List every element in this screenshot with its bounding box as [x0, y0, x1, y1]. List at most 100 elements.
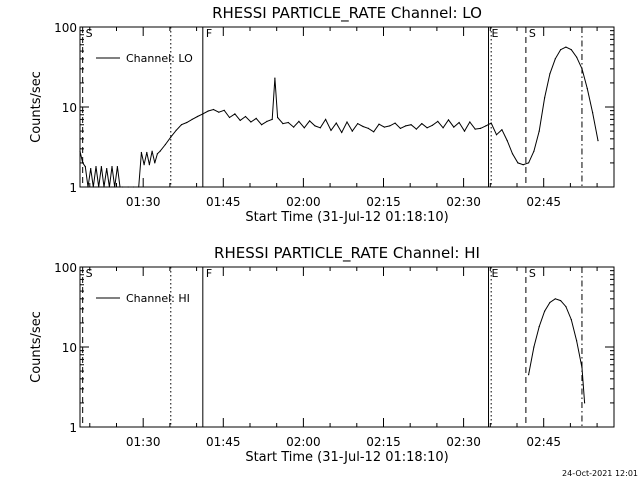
data-point [261, 124, 263, 126]
x-tick-label: 02:00 [286, 435, 321, 449]
data-point [170, 136, 172, 138]
data-point [357, 123, 359, 125]
data-point [223, 109, 225, 111]
data-point [581, 367, 583, 369]
data-point [116, 166, 118, 168]
data-point [143, 164, 145, 166]
data-point [319, 127, 321, 129]
data-point [560, 300, 562, 302]
data-point [314, 125, 316, 127]
data-point [586, 88, 588, 90]
data-series-line [528, 298, 586, 403]
data-point [442, 127, 444, 129]
data-point [271, 118, 273, 120]
data-point [228, 116, 231, 119]
data-point [108, 186, 110, 188]
data-point [405, 125, 407, 127]
data-point [239, 119, 241, 121]
data-point [196, 115, 199, 118]
data-point [325, 118, 327, 120]
data-point [266, 120, 268, 122]
data-point [570, 49, 572, 51]
data-point [164, 143, 166, 146]
y-axis-label: Counts/sec [29, 71, 44, 143]
data-point [346, 121, 348, 123]
data-point [90, 168, 92, 170]
x-tick-label: 01:30 [126, 435, 161, 449]
data-point [463, 130, 466, 132]
data-point [298, 120, 300, 122]
data-point [106, 168, 108, 170]
data-point [576, 340, 578, 342]
data-point [362, 125, 364, 128]
data-point [549, 301, 551, 304]
data-point [394, 122, 396, 124]
plot-frame [79, 26, 615, 188]
data-point [554, 298, 556, 300]
data-point [351, 130, 353, 132]
data-point [98, 186, 100, 188]
event-marker-label: F [206, 267, 212, 280]
data-point [148, 164, 150, 166]
event-marker-label: S [86, 267, 93, 280]
event-marker-label: S [529, 27, 536, 40]
data-point [111, 166, 113, 168]
data-point [570, 319, 572, 321]
data-point [212, 108, 215, 111]
data-series-line [79, 46, 599, 188]
data-point [415, 128, 417, 130]
x-tick-label: 01:45 [206, 195, 241, 209]
event-marker-label: S [529, 267, 536, 280]
data-point [156, 153, 158, 155]
data-point [597, 140, 599, 142]
data-point [506, 140, 508, 142]
chart-title: RHESSI PARTICLE_RATE Channel: HI [214, 244, 480, 263]
data-point [490, 122, 492, 124]
data-point [528, 374, 530, 376]
data-point [95, 166, 97, 168]
data-point [277, 116, 279, 119]
data-point [431, 124, 433, 126]
data-point [234, 113, 236, 115]
data-point [373, 131, 375, 133]
data-point [146, 151, 148, 154]
y-tick-label: 100 [54, 261, 77, 275]
data-point [367, 127, 369, 129]
data-point [303, 127, 305, 129]
data-point [565, 306, 567, 308]
data-point [132, 186, 134, 188]
y-tick-label: 1 [69, 181, 77, 195]
x-axis-label: Start Time (31-Jul-12 01:18:10) [245, 450, 448, 465]
data-point [544, 97, 546, 99]
x-tick-label: 01:30 [126, 195, 161, 209]
data-point [538, 130, 540, 132]
data-point [469, 121, 471, 123]
data-point [151, 150, 153, 152]
chart-panel-lo: RHESSI PARTICLE_RATE Channel: LO 1 10 100 01… [29, 4, 615, 225]
data-point [458, 121, 460, 124]
chart-title: RHESSI PARTICLE_RATE Channel: LO [212, 4, 482, 23]
x-tick-label: 02:15 [366, 435, 401, 449]
data-point [154, 162, 156, 164]
y-tick-label: 10 [62, 341, 77, 355]
data-point [92, 186, 94, 188]
data-point [287, 121, 289, 124]
data-point [581, 68, 583, 70]
data-point [127, 186, 129, 188]
data-point [421, 123, 423, 125]
data-point [383, 126, 385, 128]
data-point [517, 162, 519, 164]
data-point [479, 127, 482, 129]
x-tick-label: 02:00 [286, 195, 321, 209]
data-point [293, 126, 295, 128]
data-point [175, 129, 177, 131]
data-point [592, 112, 594, 114]
data-point [565, 46, 567, 48]
x-tick-label: 02:15 [366, 195, 401, 209]
data-point [447, 119, 450, 121]
data-point [522, 164, 524, 166]
data-point [138, 186, 140, 188]
data-point [186, 121, 188, 124]
generated-timestamp: 24-Oct-2021 12:01 [562, 469, 638, 478]
data-point [533, 346, 535, 348]
